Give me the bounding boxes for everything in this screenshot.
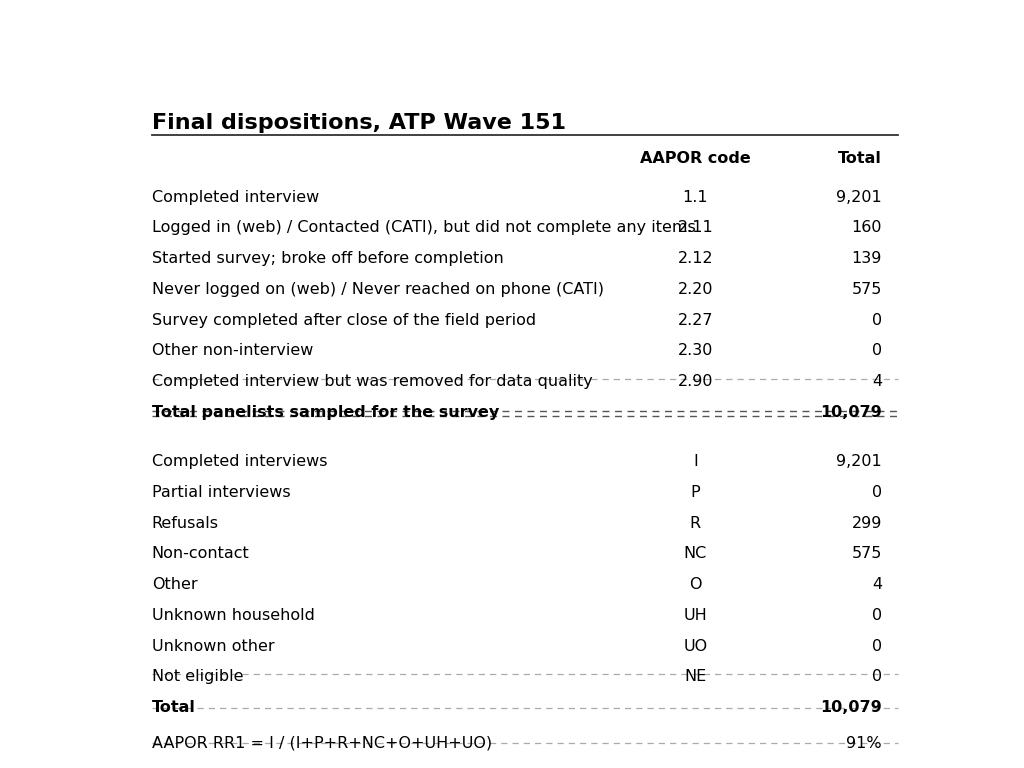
Text: Unknown household: Unknown household	[152, 608, 314, 623]
Text: 1.1: 1.1	[683, 190, 709, 205]
Text: 0: 0	[871, 343, 882, 359]
Text: 0: 0	[871, 670, 882, 684]
Text: Never logged on (web) / Never reached on phone (CATI): Never logged on (web) / Never reached on…	[152, 282, 604, 297]
Text: 4: 4	[871, 374, 882, 389]
Text: Other non-interview: Other non-interview	[152, 343, 313, 359]
Text: 10,079: 10,079	[820, 700, 882, 715]
Text: Logged in (web) / Contacted (CATI), but did not complete any items: Logged in (web) / Contacted (CATI), but …	[152, 220, 695, 236]
Text: Not eligible: Not eligible	[152, 670, 244, 684]
Text: 2.12: 2.12	[678, 251, 714, 266]
Text: Completed interview: Completed interview	[152, 190, 319, 205]
Text: Non-contact: Non-contact	[152, 547, 250, 561]
Text: 160: 160	[851, 220, 882, 236]
Text: Completed interview but was removed for data quality: Completed interview but was removed for …	[152, 374, 593, 389]
Text: AAPOR code: AAPOR code	[640, 151, 751, 167]
Text: 4: 4	[871, 578, 882, 592]
Text: 9,201: 9,201	[837, 190, 882, 205]
Text: NC: NC	[684, 547, 707, 561]
Text: 0: 0	[871, 639, 882, 654]
Text: Other: Other	[152, 578, 198, 592]
Text: 299: 299	[852, 515, 882, 531]
Text: 9,201: 9,201	[837, 454, 882, 469]
Text: 2.20: 2.20	[678, 282, 713, 297]
Text: Unknown other: Unknown other	[152, 639, 274, 654]
Text: Started survey; broke off before completion: Started survey; broke off before complet…	[152, 251, 504, 266]
Text: 575: 575	[852, 547, 882, 561]
Text: Refusals: Refusals	[152, 515, 219, 531]
Text: 2.27: 2.27	[678, 313, 713, 328]
Text: Completed interviews: Completed interviews	[152, 454, 328, 469]
Text: R: R	[690, 515, 701, 531]
Text: 91%: 91%	[846, 736, 882, 750]
Text: UO: UO	[683, 639, 708, 654]
Text: Survey completed after close of the field period: Survey completed after close of the fiel…	[152, 313, 536, 328]
Text: NE: NE	[684, 670, 707, 684]
Text: I: I	[693, 454, 697, 469]
Text: Total: Total	[838, 151, 882, 167]
Text: Final dispositions, ATP Wave 151: Final dispositions, ATP Wave 151	[152, 113, 566, 133]
Text: Total panelists sampled for the survey: Total panelists sampled for the survey	[152, 405, 499, 420]
Text: Total: Total	[152, 700, 196, 715]
Text: P: P	[690, 485, 700, 500]
Text: 10,079: 10,079	[820, 405, 882, 420]
Text: 0: 0	[871, 485, 882, 500]
Text: 0: 0	[871, 608, 882, 623]
Text: 2.90: 2.90	[678, 374, 713, 389]
Text: UH: UH	[684, 608, 708, 623]
Text: 0: 0	[871, 313, 882, 328]
Text: O: O	[689, 578, 701, 592]
Text: 2.11: 2.11	[678, 220, 714, 236]
Text: Partial interviews: Partial interviews	[152, 485, 291, 500]
Text: 2.30: 2.30	[678, 343, 713, 359]
Text: 139: 139	[852, 251, 882, 266]
Text: 575: 575	[852, 282, 882, 297]
Text: AAPOR RR1 = I / (I+P+R+NC+O+UH+UO): AAPOR RR1 = I / (I+P+R+NC+O+UH+UO)	[152, 736, 492, 750]
